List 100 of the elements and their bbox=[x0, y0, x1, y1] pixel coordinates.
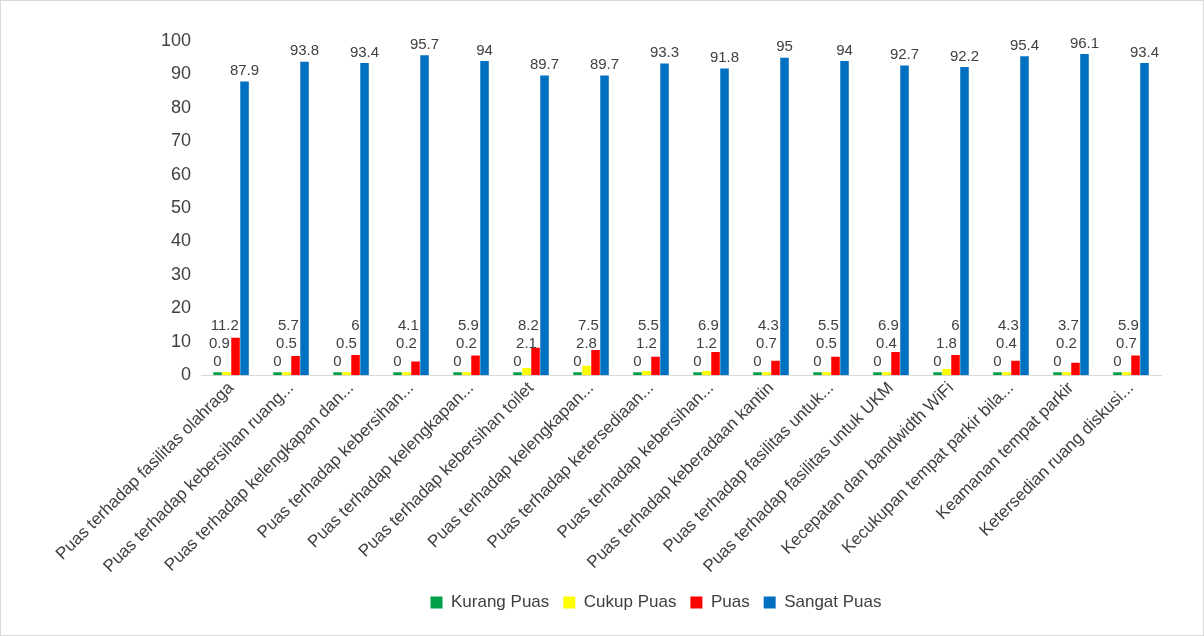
data-label: 0.5 bbox=[276, 333, 297, 351]
data-label: 92.2 bbox=[949, 46, 980, 64]
legend-label: Cukup Puas bbox=[583, 592, 677, 612]
y-tick-label: 90 bbox=[171, 63, 192, 84]
data-label: 6 bbox=[351, 315, 360, 333]
bar bbox=[1080, 54, 1089, 376]
data-label: 6.9 bbox=[877, 315, 899, 333]
bar bbox=[720, 68, 729, 376]
y-tick-label: 40 bbox=[171, 230, 192, 251]
bar bbox=[573, 372, 582, 376]
bar bbox=[900, 65, 909, 376]
bar bbox=[1011, 360, 1020, 376]
data-label: 0 bbox=[1113, 351, 1122, 369]
bar bbox=[771, 360, 780, 376]
bar bbox=[342, 372, 351, 376]
bar bbox=[240, 81, 249, 376]
bar bbox=[951, 355, 960, 376]
bar bbox=[942, 369, 951, 376]
y-tick-label: 20 bbox=[171, 297, 192, 318]
data-label: 94 bbox=[476, 40, 493, 58]
bar bbox=[213, 372, 222, 376]
bar bbox=[780, 57, 789, 376]
bar bbox=[282, 372, 291, 376]
y-tick-label: 100 bbox=[160, 29, 192, 50]
y-tick-label: 70 bbox=[171, 130, 192, 151]
bar bbox=[933, 372, 942, 376]
bar bbox=[693, 372, 702, 376]
data-label: 6 bbox=[951, 315, 960, 333]
data-label: 89.7 bbox=[529, 55, 560, 73]
data-label: 94 bbox=[836, 40, 853, 58]
y-tick-label: 30 bbox=[171, 263, 192, 284]
bar bbox=[351, 355, 360, 376]
data-label: 92.7 bbox=[889, 45, 920, 63]
bar bbox=[531, 347, 540, 376]
data-label: 0 bbox=[633, 351, 642, 369]
data-label: 4.3 bbox=[757, 315, 779, 333]
data-label: 95 bbox=[776, 37, 793, 55]
bar bbox=[420, 55, 429, 376]
y-tick-label: 50 bbox=[171, 197, 192, 218]
data-label: 93.8 bbox=[289, 41, 320, 59]
bar bbox=[462, 372, 471, 376]
bar bbox=[333, 372, 342, 376]
data-label: 0 bbox=[753, 351, 762, 369]
bar bbox=[1053, 372, 1062, 376]
bar bbox=[891, 352, 900, 376]
bar bbox=[753, 372, 762, 376]
bar bbox=[642, 371, 651, 376]
data-label: 95.4 bbox=[1009, 36, 1040, 54]
bar bbox=[840, 61, 849, 376]
data-label: 2.8 bbox=[576, 333, 597, 351]
data-label: 0 bbox=[993, 351, 1002, 369]
data-label: 0.2 bbox=[1056, 333, 1077, 351]
data-label: 0.2 bbox=[396, 333, 417, 351]
bar bbox=[813, 372, 822, 376]
data-label: 7.5 bbox=[577, 315, 599, 333]
bar bbox=[711, 352, 720, 376]
bar bbox=[660, 63, 669, 376]
data-label: 1.8 bbox=[936, 333, 957, 351]
bar bbox=[222, 372, 231, 376]
bar bbox=[651, 356, 660, 376]
legend-label: Sangat Puas bbox=[784, 592, 882, 612]
data-label: 0 bbox=[573, 351, 582, 369]
bar bbox=[1122, 372, 1131, 376]
bar bbox=[702, 371, 711, 376]
bar bbox=[291, 356, 300, 376]
data-label: 0.7 bbox=[756, 333, 777, 351]
data-label: 8.2 bbox=[517, 315, 539, 333]
bar bbox=[1020, 56, 1029, 376]
data-label: 2.1 bbox=[516, 333, 537, 351]
bar bbox=[1113, 372, 1122, 376]
y-tick-label: 10 bbox=[171, 330, 192, 351]
data-label: 0 bbox=[813, 351, 822, 369]
data-label: 93.4 bbox=[1129, 42, 1160, 60]
data-label: 5.5 bbox=[817, 315, 839, 333]
data-label: 0.5 bbox=[336, 333, 357, 351]
bar bbox=[582, 365, 591, 376]
data-label: 5.5 bbox=[637, 315, 659, 333]
bar bbox=[882, 372, 891, 376]
bar bbox=[393, 372, 402, 376]
data-label: 0 bbox=[213, 351, 222, 369]
bar bbox=[1062, 372, 1071, 376]
data-label: 0 bbox=[513, 351, 522, 369]
bar bbox=[360, 63, 369, 376]
bar bbox=[231, 337, 240, 376]
data-label: 0 bbox=[393, 351, 402, 369]
y-tick-label: 60 bbox=[171, 163, 192, 184]
bar bbox=[960, 67, 969, 376]
bar bbox=[762, 372, 771, 376]
bar bbox=[873, 372, 882, 376]
bar bbox=[600, 75, 609, 376]
bar bbox=[1071, 362, 1080, 376]
data-label: 0.2 bbox=[456, 333, 477, 351]
bar bbox=[1131, 355, 1140, 376]
data-label: 0.4 bbox=[876, 333, 897, 351]
bar bbox=[471, 355, 480, 376]
bar bbox=[480, 61, 489, 376]
y-tick-label: 80 bbox=[171, 96, 192, 117]
data-label: 0.4 bbox=[996, 333, 1017, 351]
bar bbox=[522, 368, 531, 376]
data-label: 93.4 bbox=[349, 42, 380, 60]
